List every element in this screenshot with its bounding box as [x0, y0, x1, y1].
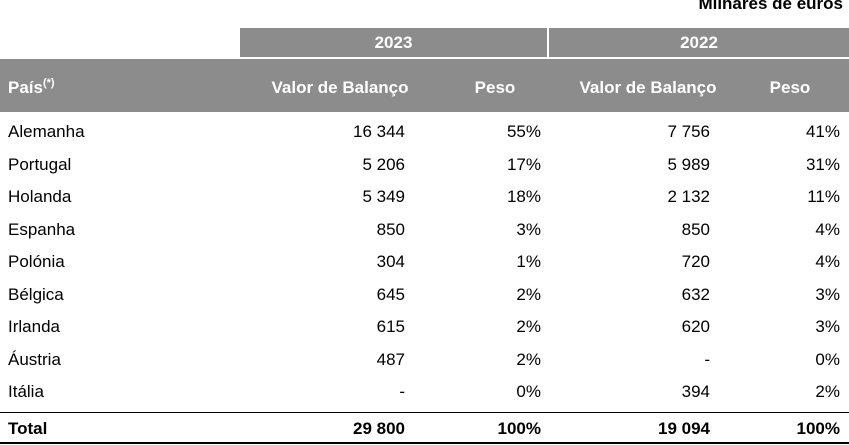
table-row: Polónia 304 1% 720 4%: [0, 246, 849, 279]
weight-2023-cell: 1%: [516, 252, 541, 271]
column-header-row: País(*) Valor de Balanço Peso Valor de B…: [0, 59, 849, 112]
value-2023-cell: 645: [376, 284, 405, 304]
weight-2023-column-header: Peso: [474, 78, 516, 97]
weight-2023-cell: 0%: [516, 382, 541, 401]
value-2022-cell: 850: [681, 219, 710, 239]
table-body: Alemanha 16 344 55% 7 756 41% Portugal 5 206 17…: [0, 116, 849, 409]
table-row: Itália - 0% 394 2%: [0, 376, 849, 409]
weight-2022-cell: 3%: [815, 317, 840, 336]
weight-2022-cell: 4%: [815, 252, 840, 271]
year-2023-header: 2023: [240, 28, 547, 57]
weight-2022-cell: 2%: [815, 382, 840, 401]
table-row: Áustria 487 2% - 0%: [0, 344, 849, 377]
total-row: Total 29 800 100% 19 094 100%: [0, 412, 849, 443]
weight-2022-cell: 4%: [815, 219, 840, 239]
weight-2022-cell: 3%: [815, 284, 840, 304]
weight-2023-cell: 18%: [506, 187, 541, 206]
units-label: Milhares de euros: [698, 0, 843, 13]
country-column-header: País(*): [8, 59, 55, 112]
country-cell: Itália: [8, 382, 44, 401]
country-cell: Irlanda: [8, 317, 60, 336]
value-2023-cell: 487: [376, 349, 405, 369]
total-weight-2022: 100%: [796, 419, 840, 438]
value-2023-cell: -: [399, 382, 405, 401]
value-2022-cell: 720: [681, 252, 710, 271]
weight-2023-cell: 55%: [506, 122, 541, 141]
weight-2022-cell: 41%: [805, 122, 840, 141]
value-2022-cell: 2 132: [667, 187, 710, 206]
weight-2022-cell: 11%: [807, 187, 840, 206]
table-row: Portugal 5 206 17% 5 989 31%: [0, 149, 849, 182]
value-2023-cell: 615: [376, 317, 405, 336]
year-header-row: 2023 2022: [240, 28, 849, 57]
weight-2023-cell: 2%: [516, 284, 541, 304]
weight-2022-column-header: Peso: [769, 78, 811, 97]
value-2022-cell: 394: [681, 382, 710, 401]
table-row: Holanda 5 349 18% 2 132 11%: [0, 181, 849, 214]
value-2023-cell: 304: [376, 252, 405, 271]
country-cell: Bélgica: [8, 284, 64, 304]
table-row: Espanha 850 3% 850 4%: [0, 214, 849, 247]
table-bottom-rule: [0, 442, 849, 444]
value-2023-cell: 16 344: [353, 122, 405, 141]
value-2022-cell: 7 756: [667, 122, 710, 141]
total-value-2022: 19 094: [658, 419, 710, 438]
country-footnote-marker: (*): [42, 77, 55, 89]
value-2022-cell: 620: [681, 317, 710, 336]
country-column-label: País: [8, 78, 43, 97]
country-cell: Alemanha: [8, 122, 85, 141]
value-2022-column-header: Valor de Balanço: [579, 78, 717, 97]
total-weight-2023: 100%: [497, 419, 541, 438]
weight-2023-cell: 2%: [516, 317, 541, 336]
country-cell: Polónia: [8, 252, 65, 271]
country-cell: Espanha: [8, 219, 76, 239]
value-2022-cell: 5 989: [667, 154, 710, 174]
value-2023-cell: 5 206: [362, 154, 405, 174]
year-2022-header: 2022: [549, 28, 849, 57]
country-cell: Portugal: [8, 154, 72, 174]
weight-2022-cell: 0%: [815, 349, 840, 369]
table-row: Alemanha 16 344 55% 7 756 41%: [0, 116, 849, 149]
value-2023-cell: 5 349: [362, 187, 405, 206]
value-2022-cell: 632: [681, 284, 710, 304]
total-label: Total: [8, 419, 48, 438]
value-2023-cell: 850: [376, 219, 405, 239]
weight-2022-cell: 31%: [805, 154, 840, 174]
weight-2023-cell: 17%: [506, 154, 541, 174]
table-row: Irlanda 615 2% 620 3%: [0, 311, 849, 344]
weight-2023-cell: 2%: [516, 349, 541, 369]
table-row: Bélgica 645 2% 632 3%: [0, 279, 849, 312]
total-value-2023: 29 800: [353, 419, 405, 438]
weight-2023-cell: 3%: [516, 219, 541, 239]
country-cell: Áustria: [8, 349, 61, 369]
value-2023-column-header: Valor de Balanço: [271, 78, 409, 97]
country-cell: Holanda: [8, 187, 72, 206]
value-2022-cell: -: [704, 349, 710, 369]
